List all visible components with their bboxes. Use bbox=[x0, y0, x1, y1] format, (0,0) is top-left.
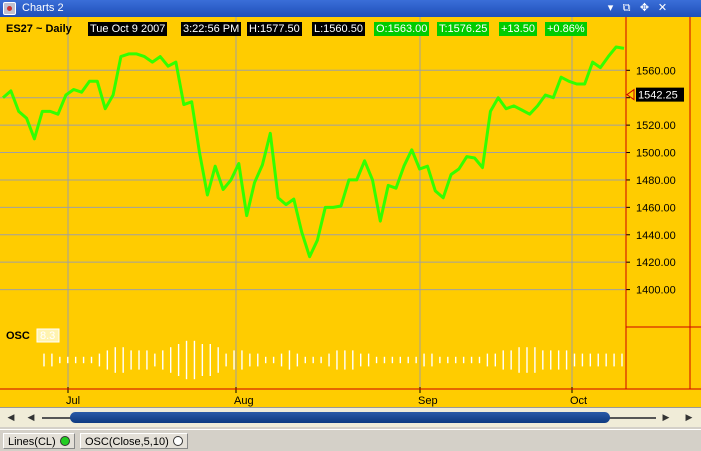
y-tick-label: 1560.00 bbox=[636, 65, 676, 77]
window-titlebar: Charts 2 ▾ ⧉ ✥ ✕ bbox=[0, 0, 701, 17]
x-tick-label: Oct bbox=[570, 395, 587, 407]
scroll-step-left-icon[interactable]: ◀ bbox=[27, 412, 35, 422]
lines-status-dot-icon bbox=[59, 436, 70, 446]
restore-button[interactable]: ⧉ bbox=[622, 2, 631, 14]
price-series-line bbox=[2, 45, 625, 259]
osc-value: 8.3 bbox=[40, 330, 55, 342]
header-date: Tue Oct 9 2007 bbox=[88, 22, 168, 36]
x-tick-label: Sep bbox=[418, 395, 438, 407]
x-tick-label: Jul bbox=[66, 395, 80, 407]
osc-value-box bbox=[36, 328, 60, 343]
osc-indicator-label: OSC(Close,5,10) bbox=[85, 436, 169, 448]
scroll-step-right-icon[interactable]: ▶ bbox=[662, 412, 670, 422]
osc-status-dot-icon bbox=[172, 436, 183, 446]
header-high: H:1577.50 bbox=[247, 22, 302, 36]
y-tick-label: 1440.00 bbox=[636, 230, 676, 242]
y-tick-label: 1480.00 bbox=[636, 175, 676, 187]
scrollbar-thumb[interactable] bbox=[70, 412, 610, 423]
last-price-marker-icon bbox=[626, 88, 635, 101]
window-menu-button[interactable]: ▾ bbox=[607, 2, 614, 14]
x-tick-label: Aug bbox=[234, 395, 254, 407]
lines-indicator-label: Lines(CL) bbox=[8, 436, 56, 448]
header-low: L:1560.50 bbox=[312, 22, 365, 36]
header-last: T:1576.25 bbox=[437, 22, 490, 36]
close-button[interactable]: ✕ bbox=[657, 2, 668, 14]
horizontal-scrollbar[interactable]: ◀ ◀ ▶ ▶ bbox=[0, 407, 701, 427]
header-open: O:1563.00 bbox=[374, 22, 430, 36]
osc-indicator-tab[interactable]: OSC(Close,5,10) bbox=[80, 433, 188, 449]
header-change-pct: +0.86% bbox=[545, 22, 587, 36]
y-tick-label: 1500.00 bbox=[636, 148, 676, 160]
osc-label: OSC bbox=[6, 330, 30, 342]
y-tick-label: 1460.00 bbox=[636, 202, 676, 214]
scroll-right-icon[interactable]: ▶ bbox=[685, 412, 693, 422]
last-price-box bbox=[636, 87, 684, 102]
symbol-label: ES27 ~ Daily bbox=[6, 23, 72, 35]
move-button[interactable]: ✥ bbox=[639, 2, 650, 14]
price-chart[interactable]: 1400.00 1420.00 1440.00 1460.00 1480.00 1500.… bbox=[0, 17, 701, 407]
last-price-label: 1542.25 bbox=[638, 90, 678, 102]
header-time: 3:22:56 PM bbox=[181, 22, 242, 36]
lines-indicator-tab[interactable]: Lines(CL) bbox=[3, 433, 75, 449]
y-tick-label: 1400.00 bbox=[636, 285, 676, 297]
y-tick-label: 1420.00 bbox=[636, 257, 676, 269]
status-bar: Lines(CL) OSC(Close,5,10) bbox=[0, 429, 701, 451]
app-icon bbox=[3, 2, 16, 15]
chart-area[interactable]: 1400.00 1420.00 1440.00 1460.00 1480.00 1500.… bbox=[0, 17, 701, 407]
header-change: +13.50 bbox=[499, 22, 537, 36]
y-tick-label: 1520.00 bbox=[636, 120, 676, 132]
scroll-left-icon[interactable]: ◀ bbox=[7, 412, 15, 422]
window-title: Charts 2 bbox=[22, 2, 64, 14]
